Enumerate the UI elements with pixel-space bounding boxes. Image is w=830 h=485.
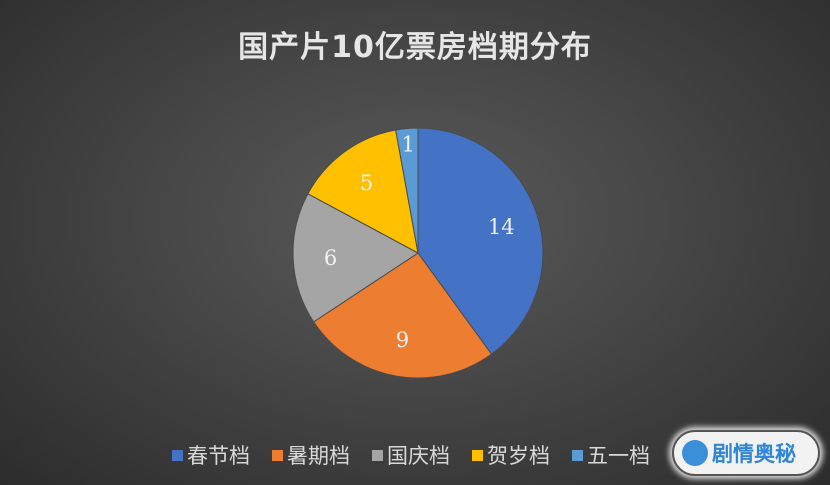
watermark-logo: 剧情奥秘 bbox=[672, 430, 820, 476]
legend-swatch bbox=[472, 449, 483, 461]
pie-slice-五一档 bbox=[395, 127, 419, 254]
pie-slice-国庆档 bbox=[292, 193, 419, 323]
pie-slice-春节档 bbox=[417, 127, 544, 355]
legend-item: 五一档 bbox=[572, 440, 650, 470]
legend-label: 暑期档 bbox=[287, 444, 350, 468]
legend-label: 五一档 bbox=[587, 444, 650, 468]
pie-slice-暑期档 bbox=[312, 252, 493, 379]
legend-item: 国庆档 bbox=[372, 440, 450, 470]
watermark-text: 剧情奥秘 bbox=[712, 442, 796, 466]
data-label: 5 bbox=[360, 171, 373, 195]
legend-item: 贺岁档 bbox=[472, 440, 550, 470]
chart-title: 国产片10亿票房档期分布 bbox=[238, 30, 592, 65]
data-label: 9 bbox=[396, 328, 409, 352]
legend-swatch bbox=[272, 449, 283, 461]
data-label: 6 bbox=[324, 246, 337, 270]
legend-label: 国庆档 bbox=[387, 444, 450, 468]
data-label: 1 bbox=[401, 132, 414, 156]
legend-item: 春节档 bbox=[172, 440, 250, 470]
legend-label: 春节档 bbox=[187, 444, 250, 468]
legend-swatch bbox=[172, 449, 183, 461]
logo-icon bbox=[682, 440, 708, 466]
legend-label: 贺岁档 bbox=[487, 444, 550, 468]
data-label: 14 bbox=[488, 215, 515, 239]
legend-swatch bbox=[572, 449, 583, 461]
pie-slice-贺岁档 bbox=[307, 129, 419, 254]
legend-item: 暑期档 bbox=[272, 440, 350, 470]
legend: 春节档 暑期档 国庆档 贺岁档 五一档 bbox=[172, 440, 650, 470]
legend-swatch bbox=[372, 449, 383, 461]
